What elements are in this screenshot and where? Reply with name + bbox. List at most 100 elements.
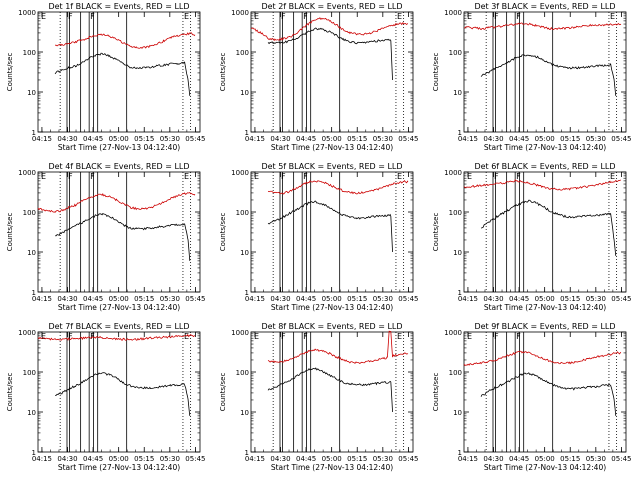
- x-tick-label: 05:15: [134, 455, 154, 463]
- x-tick-label: 04:15: [458, 455, 478, 463]
- marker-label: F: [303, 332, 308, 341]
- events-series-line: [54, 52, 191, 96]
- marker-label: F: [303, 172, 308, 181]
- events-series-line: [267, 200, 393, 253]
- x-tick-label: 04:15: [32, 135, 52, 143]
- x-tick-label: 04:45: [296, 295, 316, 303]
- plot-frame: [250, 171, 414, 293]
- x-axis-label: Start Time (27-Nov-13 04:12:40): [271, 303, 393, 312]
- plot-frame: [463, 171, 627, 293]
- x-tick-label: 04:30: [270, 135, 290, 143]
- marker-label: F: [516, 172, 521, 181]
- marker-label: E: [184, 332, 189, 341]
- x-axis-label: Start Time (27-Nov-13 04:12:40): [271, 463, 393, 472]
- y-tick-label: 1000: [18, 329, 36, 337]
- x-tick-label: 04:45: [83, 295, 103, 303]
- y-axis-label: Counts/sec: [432, 53, 440, 92]
- y-tick-label: 100: [449, 209, 462, 217]
- x-tick-label: 05:30: [373, 295, 393, 303]
- y-tick-label: 10: [240, 249, 249, 257]
- lld-series-line: [250, 17, 408, 42]
- detector-panel-3: Det 3f BLACK = Events, RED = LLD 1 10 100 10…: [432, 2, 631, 152]
- x-tick-label: 05:45: [398, 135, 418, 143]
- y-tick-label: 10: [453, 89, 462, 97]
- y-tick-label: 10: [27, 89, 36, 97]
- plot-frame: [463, 331, 627, 453]
- y-tick-label: 1000: [444, 9, 462, 17]
- y-axis-label: Counts/sec: [219, 53, 227, 92]
- x-tick-label: 05:00: [109, 135, 129, 143]
- x-tick-label: 04:30: [483, 135, 503, 143]
- detector-panel-7: Det 7f BLACK = Events, RED = LLD 1 10 100 10…: [6, 322, 205, 472]
- events-series-line: [267, 27, 393, 80]
- x-tick-label: 05:45: [611, 135, 631, 143]
- lld-series-line: [267, 180, 409, 195]
- marker-label: E: [610, 12, 615, 21]
- x-tick-label: 05:45: [611, 455, 631, 463]
- x-tick-label: 04:30: [483, 295, 503, 303]
- x-tick-label: 05:30: [373, 135, 393, 143]
- marker-label: E: [467, 12, 472, 21]
- x-tick-label: 05:30: [160, 455, 180, 463]
- panel-title: Det 8f BLACK = Events, RED = LLD: [261, 322, 402, 331]
- x-tick-label: 05:45: [611, 295, 631, 303]
- y-tick-label: 10: [27, 249, 36, 257]
- x-tick-label: 05:45: [185, 135, 205, 143]
- y-axis-label: Counts/sec: [432, 213, 440, 252]
- x-tick-label: 05:30: [160, 295, 180, 303]
- y-tick-label: 1: [245, 449, 249, 457]
- panel-title: Det 2f BLACK = Events, RED = LLD: [261, 2, 402, 11]
- marker-label: E: [184, 12, 189, 21]
- detector-panel-5: Det 5f BLACK = Events, RED = LLD 1 10 100 10…: [219, 162, 418, 312]
- x-axis-label: Start Time (27-Nov-13 04:12:40): [58, 463, 180, 472]
- x-tick-label: 05:45: [398, 455, 418, 463]
- x-tick-label: 04:45: [296, 455, 316, 463]
- marker-label: E: [41, 12, 46, 21]
- marker-label: E: [254, 332, 259, 341]
- y-tick-label: 1000: [18, 169, 36, 177]
- y-tick-label: 100: [23, 49, 36, 57]
- x-tick-label: 05:00: [535, 135, 555, 143]
- y-tick-label: 10: [27, 409, 36, 417]
- marker-label: F: [494, 332, 499, 341]
- marker-label: E: [467, 332, 472, 341]
- marker-label: F: [90, 332, 95, 341]
- y-tick-label: 10: [240, 409, 249, 417]
- x-tick-label: 04:30: [57, 135, 77, 143]
- events-series-line: [54, 372, 191, 416]
- marker-label: F: [516, 12, 521, 21]
- marker-label: E: [397, 12, 402, 21]
- x-tick-label: 05:00: [535, 295, 555, 303]
- y-tick-label: 100: [449, 49, 462, 57]
- x-tick-label: 05:00: [109, 455, 129, 463]
- x-tick-label: 05:45: [398, 295, 418, 303]
- x-tick-label: 04:15: [458, 295, 478, 303]
- x-axis-label: Start Time (27-Nov-13 04:12:40): [484, 303, 606, 312]
- x-axis-label: Start Time (27-Nov-13 04:12:40): [484, 463, 606, 472]
- y-tick-label: 1000: [231, 329, 249, 337]
- lld-series-line: [37, 333, 195, 341]
- x-tick-label: 05:30: [586, 295, 606, 303]
- marker-label: F: [494, 172, 499, 181]
- x-tick-label: 04:45: [83, 135, 103, 143]
- panel-title: Det 1f BLACK = Events, RED = LLD: [48, 2, 189, 11]
- y-tick-label: 10: [453, 409, 462, 417]
- x-tick-label: 05:30: [160, 135, 180, 143]
- x-tick-label: 04:30: [270, 455, 290, 463]
- x-tick-label: 05:15: [560, 455, 580, 463]
- marker-label: F: [90, 12, 95, 21]
- y-tick-label: 1: [245, 289, 249, 297]
- plot-frame: [250, 331, 414, 453]
- marker-label: E: [41, 172, 46, 181]
- x-tick-label: 05:30: [586, 135, 606, 143]
- x-tick-label: 05:00: [109, 295, 129, 303]
- marker-label: E: [397, 172, 402, 181]
- y-tick-label: 1000: [18, 9, 36, 17]
- y-tick-label: 100: [449, 369, 462, 377]
- panel-title: Det 7f BLACK = Events, RED = LLD: [48, 322, 189, 331]
- marker-label: F: [68, 172, 73, 181]
- x-tick-label: 05:00: [535, 455, 555, 463]
- y-tick-label: 1: [32, 289, 36, 297]
